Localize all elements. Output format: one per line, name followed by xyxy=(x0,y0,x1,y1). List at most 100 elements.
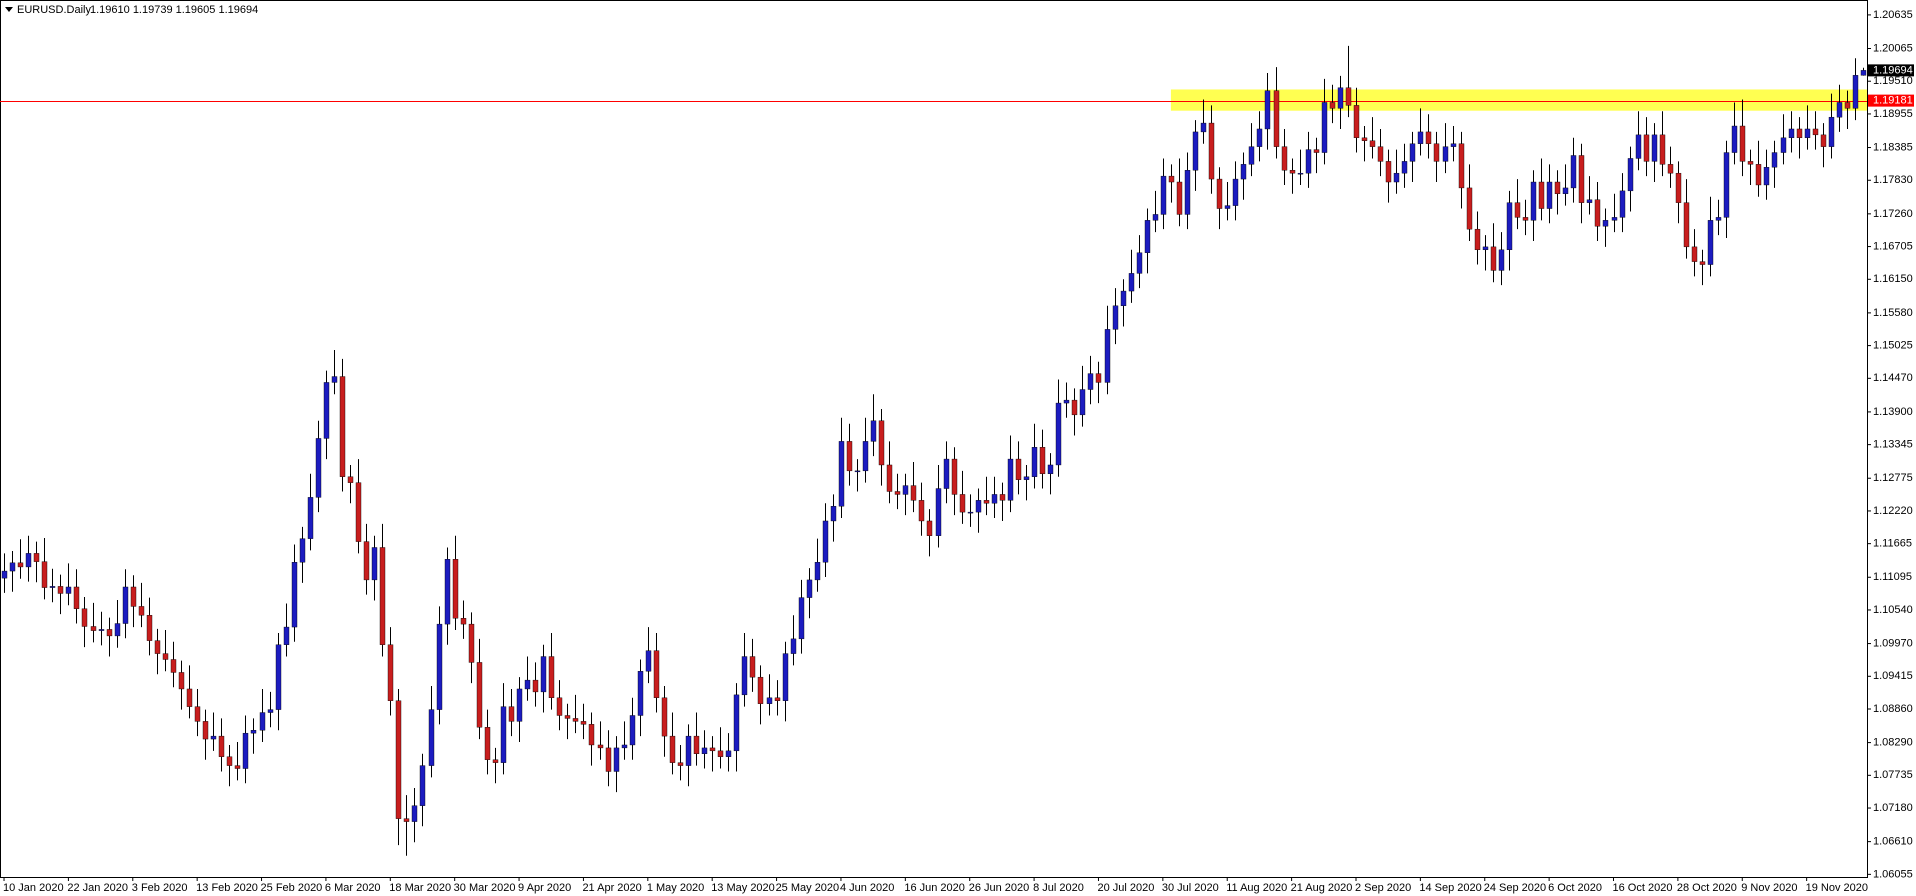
candle-body xyxy=(983,500,990,504)
candle-body xyxy=(1844,102,1851,109)
candle-body xyxy=(838,441,845,507)
candle-body xyxy=(355,482,362,542)
candle-body xyxy=(894,491,901,495)
candle-body xyxy=(1514,202,1521,218)
candle-body xyxy=(822,520,829,563)
candle-body xyxy=(210,735,217,740)
x-tick-label: 6 Mar 2020 xyxy=(325,882,381,894)
candle-body xyxy=(669,735,676,763)
candle-body xyxy=(1313,149,1320,153)
candle-body xyxy=(621,744,628,749)
candle-body xyxy=(1498,249,1505,271)
x-tick-label: 30 Jul 2020 xyxy=(1162,882,1219,894)
y-tick-label: 1.07735 xyxy=(1873,769,1913,781)
hline-price-label: 1.19181 xyxy=(1873,95,1913,107)
candle-body xyxy=(1144,220,1151,253)
candle-body xyxy=(605,747,612,772)
candle-body xyxy=(170,659,177,673)
candle-body xyxy=(1458,143,1465,189)
x-tick-label: 21 Aug 2020 xyxy=(1291,882,1353,894)
candle-body xyxy=(379,547,386,645)
candle-body xyxy=(613,747,620,772)
candle-body xyxy=(218,735,225,757)
y-tick-label: 1.16150 xyxy=(1873,273,1913,285)
candle-body xyxy=(1506,202,1513,251)
y-tick-label: 1.06610 xyxy=(1873,836,1913,848)
candle-body xyxy=(1112,305,1119,330)
candle-body xyxy=(862,441,869,472)
candle-body xyxy=(250,730,257,734)
candle-body xyxy=(749,656,756,678)
candle-body xyxy=(524,679,531,690)
candle-body xyxy=(1232,178,1239,206)
candle-body xyxy=(1474,228,1481,251)
candle-body xyxy=(1554,181,1561,195)
candle-body xyxy=(1377,146,1384,162)
candle-body xyxy=(436,623,443,710)
y-tick-label: 1.20635 xyxy=(1873,9,1913,21)
candle-body xyxy=(1007,458,1014,501)
candle-body xyxy=(242,732,249,769)
candle-body xyxy=(1771,152,1778,168)
candle-body xyxy=(114,623,121,637)
candle-body xyxy=(677,762,684,766)
candle-body xyxy=(1788,128,1795,139)
candle-body xyxy=(629,715,636,746)
candle-body xyxy=(315,438,322,498)
candle-body xyxy=(637,671,644,716)
candle-body xyxy=(1683,202,1690,248)
candle-body xyxy=(452,559,459,619)
candles xyxy=(1,45,1867,856)
candle-body xyxy=(757,676,764,704)
candle-body xyxy=(1820,134,1827,147)
candle-body xyxy=(1281,146,1288,171)
candle-body xyxy=(556,697,563,716)
candle-body xyxy=(1361,137,1368,141)
candle-body xyxy=(1184,170,1191,215)
collapse-icon[interactable] xyxy=(5,7,13,12)
x-tick-label: 3 Feb 2020 xyxy=(132,882,188,894)
candle-body xyxy=(500,706,507,763)
candle-body xyxy=(1160,175,1167,215)
candle-body xyxy=(1450,143,1457,147)
candle-body xyxy=(1401,161,1408,174)
candle-body xyxy=(1747,161,1754,165)
candle-body xyxy=(653,650,660,699)
candle-body xyxy=(1192,131,1199,171)
y-tick-label: 1.09970 xyxy=(1873,637,1913,649)
x-tick-label: 9 Nov 2020 xyxy=(1741,882,1797,894)
candle-body xyxy=(1482,246,1489,251)
candle-body xyxy=(572,718,579,722)
candle-body xyxy=(814,562,821,581)
candle-body xyxy=(580,721,587,725)
candle-body xyxy=(234,765,241,769)
candle-body xyxy=(1578,155,1585,203)
x-tick-label: 21 Apr 2020 xyxy=(582,882,641,894)
candle-body xyxy=(1176,181,1183,215)
x-tick-label: 6 Oct 2020 xyxy=(1548,882,1602,894)
hline-price-box xyxy=(1868,94,1914,107)
candle-body xyxy=(323,382,330,439)
candle-body xyxy=(991,494,998,504)
candle-body xyxy=(1602,220,1609,227)
candle-body xyxy=(741,656,748,696)
candle-body xyxy=(926,520,933,536)
candle-body xyxy=(1425,131,1432,144)
candle-body xyxy=(1852,75,1859,109)
y-tick-label: 1.13345 xyxy=(1873,439,1913,451)
candle-body xyxy=(1023,476,1030,480)
candle-body xyxy=(1619,190,1626,218)
candle-body xyxy=(331,376,338,383)
candle-body xyxy=(943,458,950,489)
candle-body xyxy=(1836,102,1843,118)
candle-body xyxy=(1409,143,1416,162)
y-tick-label: 1.07180 xyxy=(1873,802,1913,814)
candle-body xyxy=(1812,128,1819,136)
candle-body xyxy=(1417,131,1424,144)
candle-body xyxy=(444,559,451,625)
candle-body xyxy=(90,626,97,631)
chart-subtitle: 1.19610 1.19739 1.19605 1.19694 xyxy=(90,4,258,16)
y-tick-label: 1.15025 xyxy=(1873,340,1913,352)
y-tick-label: 1.19510 xyxy=(1873,75,1913,87)
